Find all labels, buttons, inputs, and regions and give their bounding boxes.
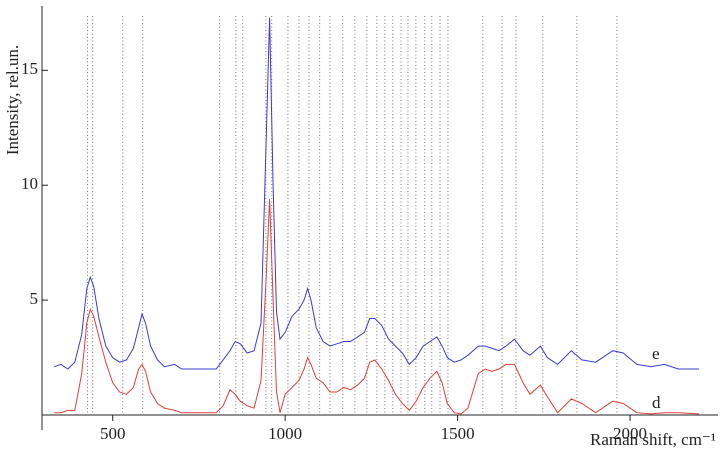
x-axis-label: Raman shift, cm⁻¹ (590, 430, 716, 449)
series-line (53, 17, 699, 370)
y-axis-label: Intensity, rel.un. (3, 45, 22, 155)
series-label: d (652, 393, 661, 412)
y-tick-label: 5 (30, 289, 39, 308)
series-label: e (652, 344, 660, 363)
x-tick-label: 1000 (268, 424, 302, 443)
x-tick-label: 2000 (613, 424, 647, 443)
series-line (54, 198, 700, 415)
x-tick-label: 500 (100, 424, 126, 443)
y-tick-label: 10 (21, 174, 38, 193)
x-tick-label: 1500 (441, 424, 475, 443)
y-tick-label: 15 (21, 59, 38, 78)
